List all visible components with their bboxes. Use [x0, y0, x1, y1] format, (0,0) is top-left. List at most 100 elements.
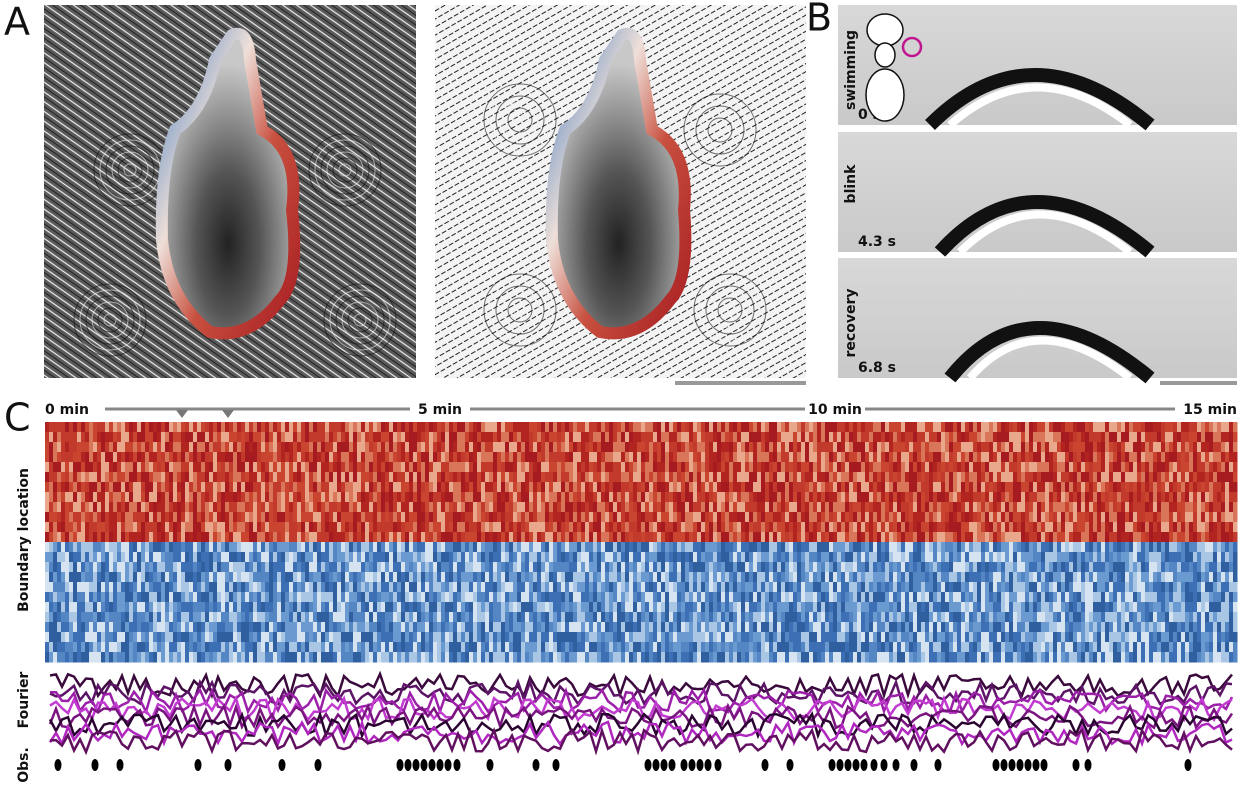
- heat-cell: [661, 642, 666, 653]
- heat-cell: [49, 642, 54, 653]
- heat-cell: [433, 612, 438, 623]
- heat-cell: [521, 492, 526, 503]
- heat-cell: [401, 422, 406, 433]
- heat-cell: [753, 652, 758, 663]
- heat-cell: [509, 482, 514, 493]
- heat-cell: [629, 522, 634, 533]
- heat-cell: [93, 532, 98, 543]
- heat-cell: [393, 642, 398, 653]
- heat-cell: [777, 592, 782, 603]
- heat-cell: [185, 432, 190, 443]
- heat-cell: [229, 542, 234, 553]
- heat-cell: [337, 512, 342, 523]
- heat-cell: [109, 552, 114, 563]
- heat-cell: [705, 612, 710, 623]
- heat-cell: [505, 652, 510, 663]
- heat-cell: [553, 642, 558, 653]
- heat-cell: [417, 522, 422, 533]
- heat-cell: [545, 582, 550, 593]
- heat-cell: [741, 532, 746, 543]
- heat-cell: [365, 502, 370, 513]
- heat-cell: [273, 632, 278, 643]
- heat-cell: [597, 442, 602, 453]
- heat-cell: [133, 602, 138, 613]
- heat-cell: [777, 522, 782, 533]
- heat-cell: [349, 592, 354, 603]
- heat-cell: [445, 632, 450, 643]
- heat-cell: [457, 592, 462, 603]
- heat-cell: [809, 462, 814, 473]
- heat-cell: [617, 522, 622, 533]
- heat-cell: [669, 632, 674, 643]
- heat-cell: [273, 482, 278, 493]
- heat-cell: [617, 652, 622, 663]
- heat-cell: [517, 642, 522, 653]
- heat-cell: [849, 462, 854, 473]
- heat-cell: [777, 462, 782, 473]
- heat-cell: [821, 492, 826, 503]
- heat-cell: [769, 472, 774, 483]
- heat-cell: [281, 602, 286, 613]
- heat-cell: [681, 552, 686, 563]
- heat-cell: [681, 632, 686, 643]
- heat-cell: [417, 622, 422, 633]
- heat-cell: [769, 592, 774, 603]
- heat-cell: [145, 622, 150, 633]
- heat-cell: [233, 442, 238, 453]
- heat-cell: [529, 432, 534, 443]
- heat-cell: [525, 532, 530, 543]
- heat-cell: [429, 522, 434, 533]
- heat-cell: [837, 472, 842, 483]
- heat-cell: [45, 562, 50, 573]
- heat-cell: [441, 602, 446, 613]
- heat-cell: [497, 472, 502, 483]
- heat-cell: [761, 472, 766, 483]
- heat-cell: [149, 482, 154, 493]
- heat-cell: [553, 462, 558, 473]
- heat-cell: [737, 512, 742, 523]
- heat-cell: [213, 432, 218, 443]
- heat-cell: [765, 632, 770, 643]
- heat-cell: [253, 502, 258, 513]
- heat-cell: [837, 512, 842, 523]
- heat-cell: [385, 612, 390, 623]
- heat-cell: [181, 452, 186, 463]
- heat-cell: [473, 512, 478, 523]
- heat-cell: [333, 622, 338, 633]
- heat-cell: [481, 602, 486, 613]
- heat-cell: [305, 592, 310, 603]
- heat-cell: [685, 502, 690, 513]
- heat-cell: [137, 632, 142, 643]
- heat-cell: [365, 442, 370, 453]
- heat-cell: [777, 562, 782, 573]
- heat-cell: [117, 642, 122, 653]
- heat-cell: [285, 532, 290, 543]
- heat-cell: [137, 582, 142, 593]
- heat-cell: [681, 442, 686, 453]
- heat-cell: [185, 502, 190, 513]
- heat-cell: [325, 482, 330, 493]
- heat-cell: [505, 592, 510, 603]
- heat-cell: [777, 652, 782, 663]
- heat-cell: [633, 462, 638, 473]
- heat-cell: [185, 572, 190, 583]
- heat-cell: [837, 632, 842, 643]
- heat-cell: [245, 512, 250, 523]
- heat-cell: [849, 652, 854, 663]
- heat-cell: [269, 542, 274, 553]
- heat-cell: [405, 652, 410, 663]
- heat-cell: [381, 462, 386, 473]
- heat-cell: [117, 542, 122, 553]
- heat-cell: [705, 552, 710, 563]
- heat-cell: [317, 622, 322, 633]
- heat-cell: [833, 512, 838, 523]
- heat-cell: [329, 582, 334, 593]
- heat-cell: [453, 602, 458, 613]
- heat-cell: [393, 552, 398, 563]
- heat-cell: [485, 452, 490, 463]
- heat-cell: [521, 652, 526, 663]
- heat-cell: [781, 652, 786, 663]
- heat-cell: [437, 472, 442, 483]
- heat-cell: [429, 492, 434, 503]
- heat-cell: [665, 562, 670, 573]
